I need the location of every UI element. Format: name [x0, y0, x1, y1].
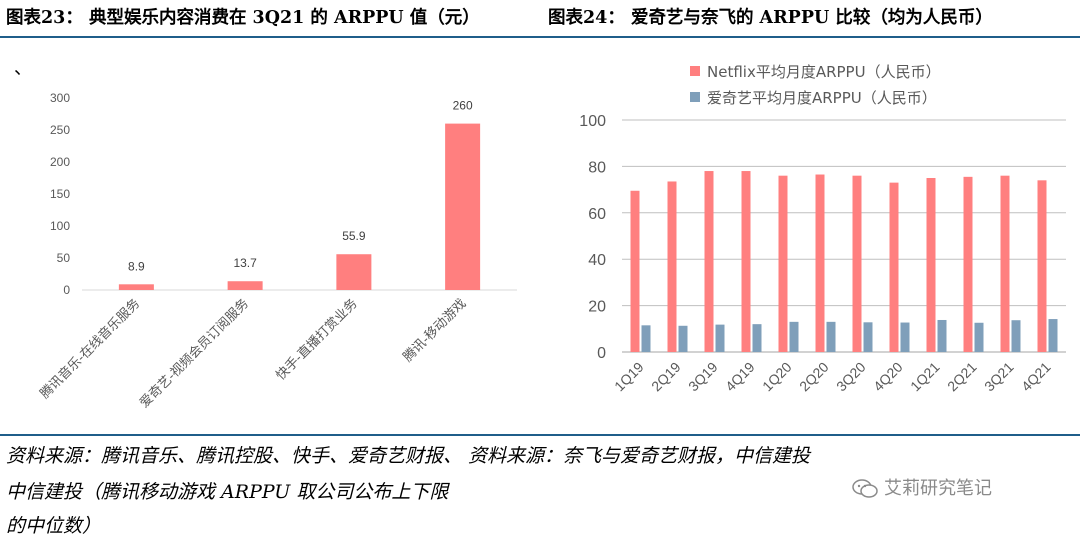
right-x-tick-label: 3Q20	[833, 359, 869, 395]
right-x-tick-label: 3Q19	[685, 359, 721, 395]
iqiyi-bar	[937, 319, 947, 352]
left-y-tick-label: 200	[50, 155, 70, 169]
left-source-line-3: 的中位数）	[6, 515, 102, 537]
left-data-label: 55.9	[342, 229, 366, 243]
right-x-tick-label: 1Q21	[907, 359, 943, 395]
netflix-bar	[741, 171, 751, 352]
left-y-tick-label: 250	[50, 123, 70, 137]
left-bar	[227, 281, 263, 290]
right-x-tick-label: 4Q21	[1018, 359, 1054, 395]
netflix-bar	[815, 174, 825, 352]
left-y-tick-label: 0	[63, 283, 70, 297]
right-x-tick-label: 2Q20	[796, 359, 832, 395]
left-x-tick-label: 腾讯音乐-在线音乐服务	[37, 296, 143, 402]
netflix-bar	[667, 181, 677, 352]
left-bar	[445, 123, 481, 290]
right-y-tick-label: 60	[588, 206, 606, 223]
right-x-tick-label: 1Q19	[611, 359, 647, 395]
legend-swatch-iqiyi	[690, 92, 700, 102]
left-bar	[336, 254, 372, 290]
left-bar	[118, 284, 154, 290]
left-source-line-2: 中信建投（腾讯移动游戏 ARPPU 取公司公布上下限	[6, 481, 449, 503]
netflix-bar	[963, 176, 973, 352]
right-x-tick-label: 4Q19	[722, 359, 758, 395]
right-x-tick-label: 2Q19	[648, 359, 684, 395]
iqiyi-bar	[678, 325, 688, 352]
bottom-rule	[0, 434, 1080, 436]
iqiyi-bar	[1011, 320, 1021, 352]
wechat-icon	[852, 479, 878, 498]
netflix-bar	[1000, 175, 1010, 352]
right-y-tick-label: 100	[579, 113, 606, 130]
netflix-bar	[1037, 180, 1047, 352]
right-x-tick-label: 1Q20	[759, 359, 795, 395]
left-y-tick-label: 50	[57, 251, 71, 265]
iqiyi-bar	[641, 325, 651, 352]
watermark: 艾莉研究笔记	[852, 474, 992, 500]
left-x-tick-label: 腾讯-移动游戏	[400, 296, 470, 366]
legend-label-netflix: Netflix平均月度ARPPU（人民币）	[707, 63, 941, 81]
netflix-bar	[852, 175, 862, 352]
right-figure-title: 图表24： 爱奇艺与奈飞的 ARPPU 比较（均为人民币）	[548, 8, 993, 28]
iqiyi-bar	[715, 324, 725, 352]
iqiyi-bar	[752, 324, 762, 352]
watermark-text: 艾莉研究笔记	[884, 478, 992, 499]
right-source: 资料来源：奈飞与爱奇艺财报，中信建投	[468, 445, 811, 467]
right-y-tick-label: 40	[588, 252, 606, 269]
left-figure-title: 图表23： 典型娱乐内容消费在 3Q21 的 ARPPU 值（元）	[6, 8, 480, 28]
iqiyi-bar	[974, 322, 984, 352]
left-source-line-1: 资料来源：腾讯音乐、腾讯控股、快手、爱奇艺财报、	[6, 445, 463, 467]
iqiyi-bar	[826, 321, 836, 352]
left-y-tick-label: 150	[50, 187, 70, 201]
right-y-tick-label: 80	[588, 159, 606, 176]
netflix-bar	[889, 182, 899, 352]
legend-label-iqiyi: 爱奇艺平均月度ARPPU（人民币）	[707, 89, 937, 107]
stray-mark: 、	[14, 58, 32, 79]
left-y-tick-label: 300	[50, 91, 70, 105]
right-x-tick-label: 4Q20	[870, 359, 906, 395]
legend-swatch-netflix	[690, 66, 700, 76]
right-y-tick-label: 20	[588, 299, 606, 316]
iqiyi-bar	[863, 322, 873, 352]
left-y-tick-label: 100	[50, 219, 70, 233]
iqiyi-bar	[900, 322, 910, 352]
right-y-tick-label: 0	[597, 345, 606, 362]
left-data-label: 13.7	[233, 256, 257, 270]
netflix-bar	[704, 171, 714, 352]
iqiyi-bar	[789, 321, 799, 352]
left-data-label: 260	[453, 99, 473, 113]
netflix-bar	[778, 175, 788, 352]
netflix-bar	[630, 190, 640, 352]
left-x-tick-label: 爱奇艺-视频会员订阅服务	[136, 296, 252, 412]
top-rule	[0, 36, 1080, 38]
left-data-label: 8.9	[128, 259, 145, 273]
netflix-bar	[926, 178, 936, 352]
right-x-tick-label: 2Q21	[944, 359, 980, 395]
right-x-tick-label: 3Q21	[981, 359, 1017, 395]
iqiyi-bar	[1048, 319, 1058, 352]
left-x-tick-label: 快手-直播打赏业务	[273, 296, 361, 384]
